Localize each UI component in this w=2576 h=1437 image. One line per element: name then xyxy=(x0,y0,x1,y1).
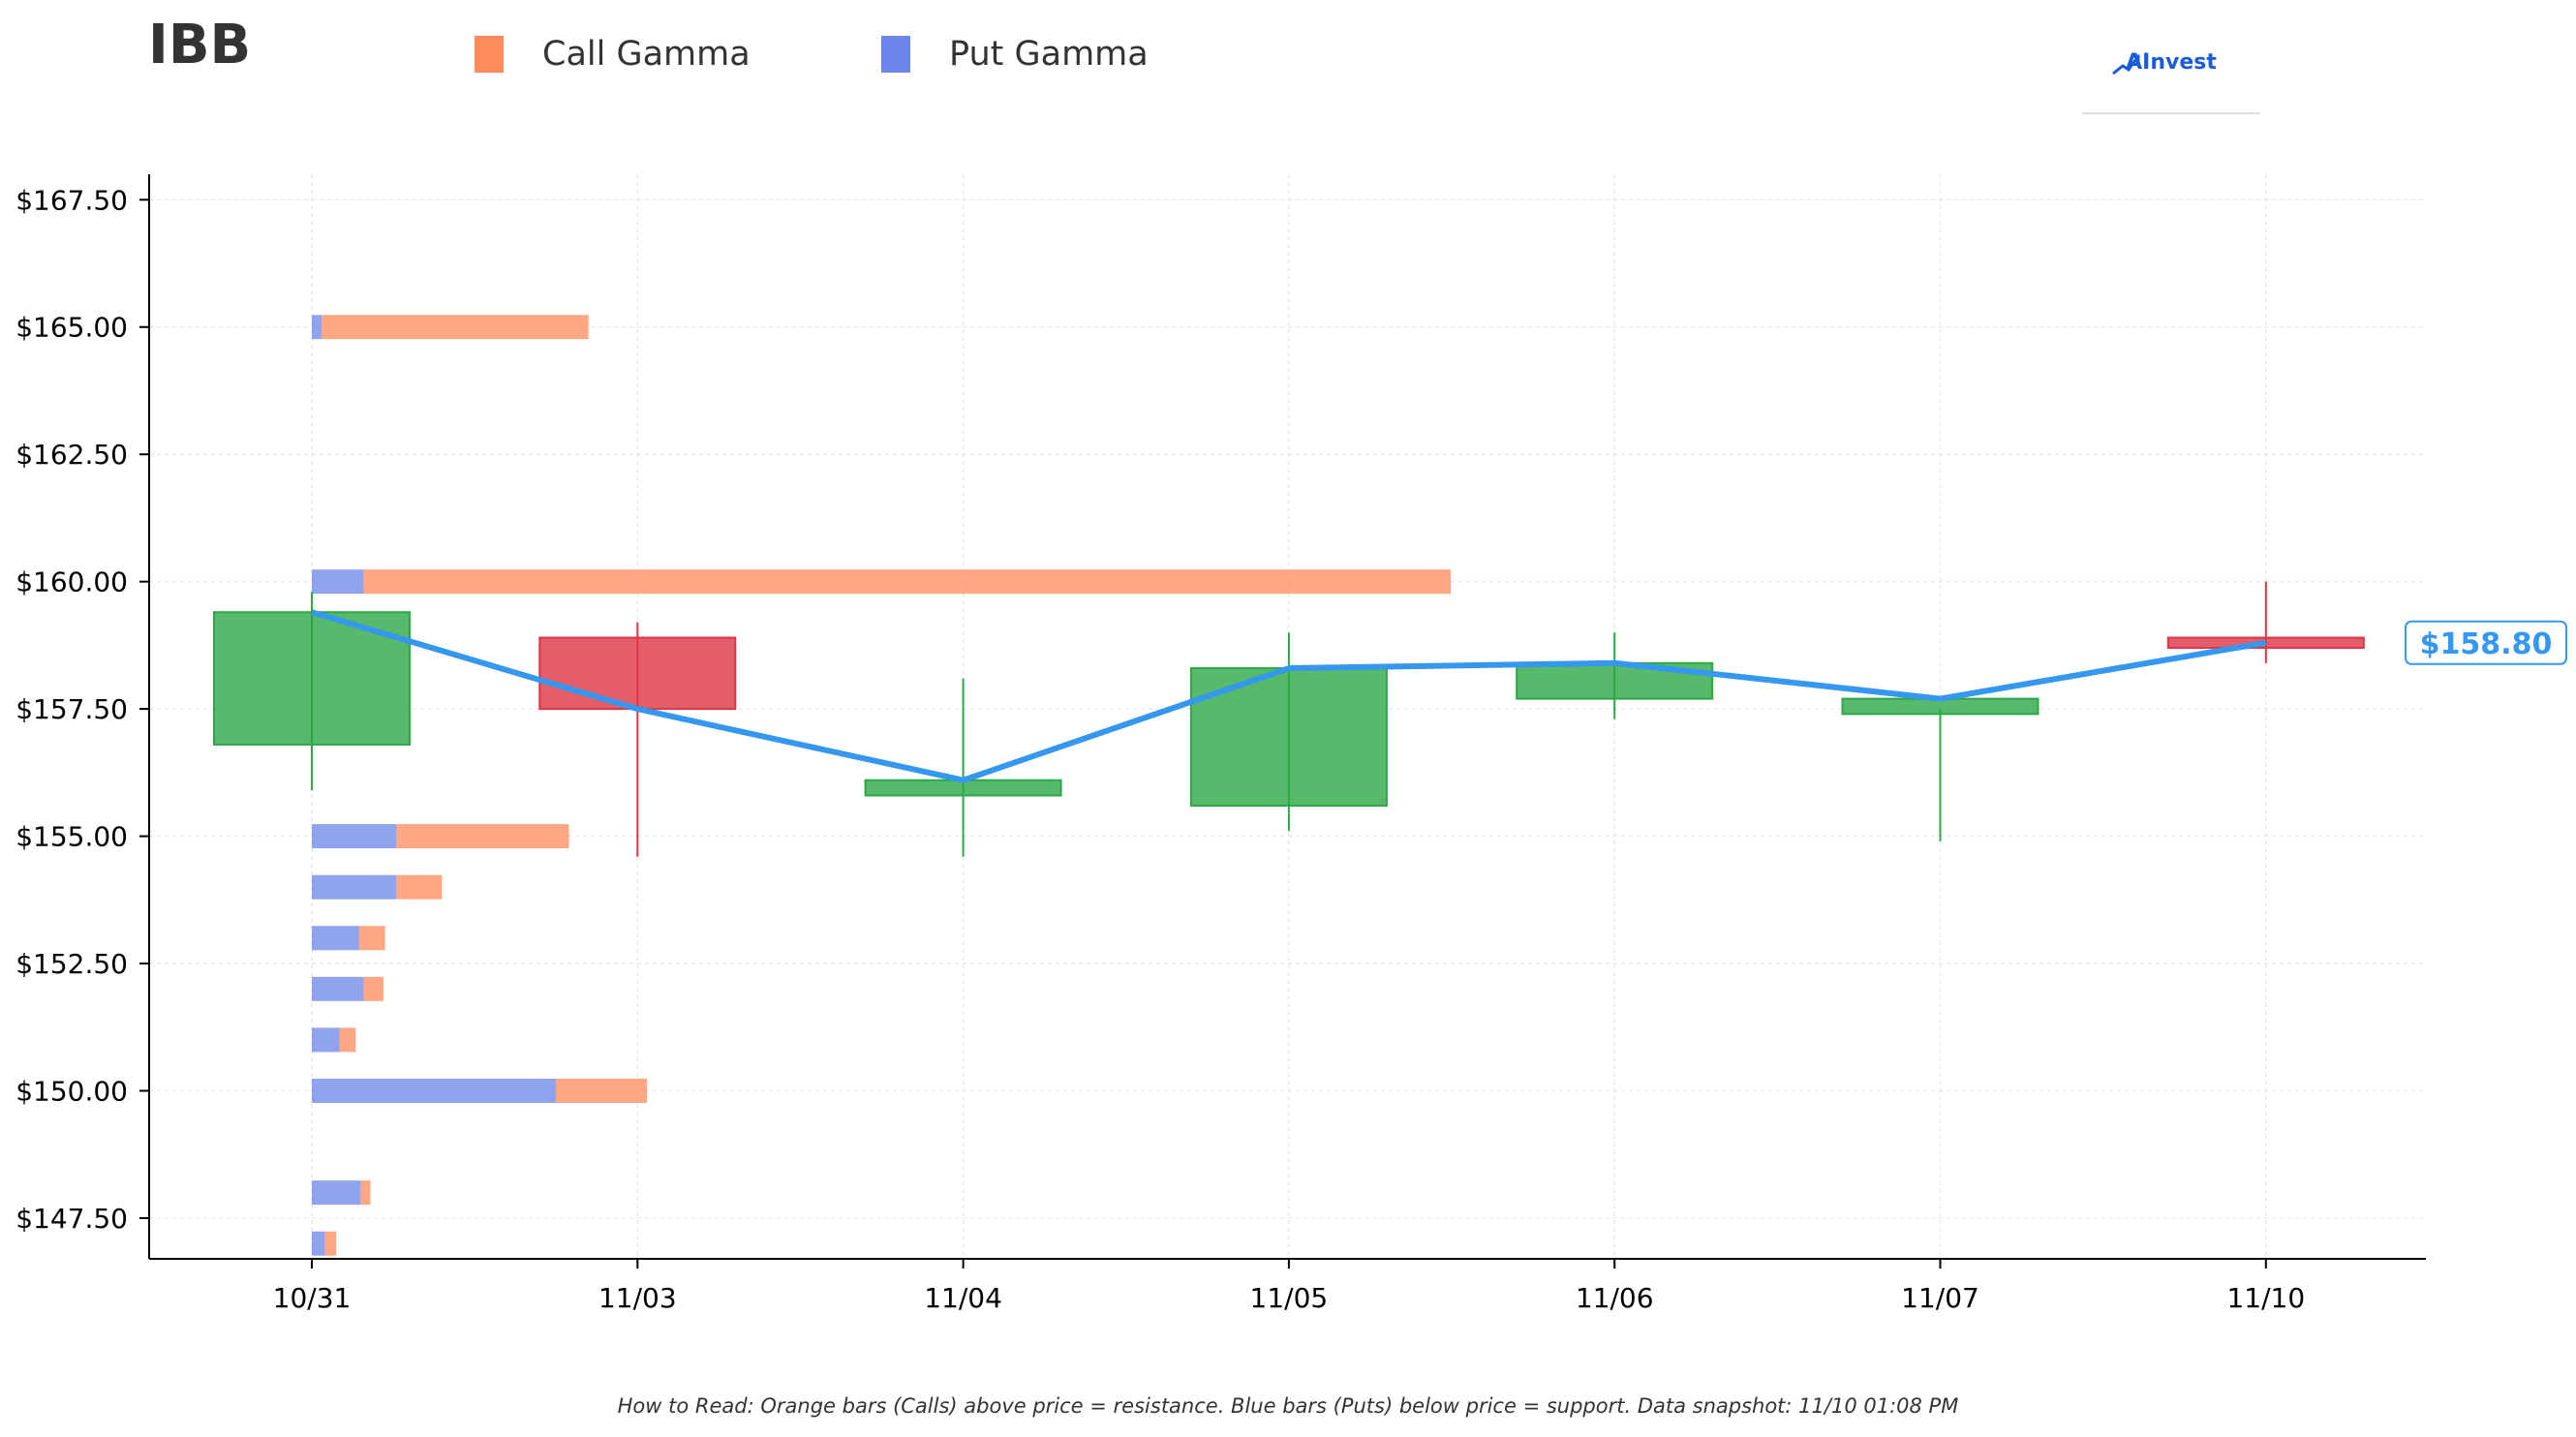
put-gamma-bar xyxy=(312,976,364,1001)
put-gamma-bar xyxy=(312,824,397,849)
call-gamma-label: Call Gamma xyxy=(542,35,751,74)
call-gamma-bar xyxy=(339,1027,356,1053)
x-tick-label: 10/31 xyxy=(273,1282,352,1314)
brand-logo: AInvest xyxy=(2082,46,2260,114)
put-gamma-bar xyxy=(312,315,322,340)
tick-labels: $147.50 $150.00 $152.50 $155.00 $157.50 $160.… xyxy=(15,184,2305,1314)
put-gamma-bar xyxy=(312,926,359,951)
y-tick-label: $162.50 xyxy=(15,439,128,471)
call-gamma-bar xyxy=(396,824,569,849)
y-tick-label: $160.00 xyxy=(15,566,128,598)
put-gamma-label: Put Gamma xyxy=(949,35,1149,74)
y-tick-label: $155.00 xyxy=(15,821,128,853)
candle-body xyxy=(538,636,737,711)
gamma-bars xyxy=(312,315,1451,1256)
footnote: How to Read: Orange bars (Calls) above p… xyxy=(617,1394,1959,1418)
last-price-label: $158.80 xyxy=(2420,627,2553,661)
x-tick-label: 11/03 xyxy=(598,1282,677,1314)
call-gamma-bar xyxy=(363,976,383,1001)
call-gamma-bar xyxy=(358,926,385,951)
put-gamma-swatch xyxy=(881,36,910,73)
call-gamma-bar xyxy=(322,315,589,340)
y-tick-label: $150.00 xyxy=(15,1075,128,1107)
y-tick-label: $167.50 xyxy=(15,184,128,216)
y-tick-label: $165.00 xyxy=(15,312,128,344)
legend-call: Call Gamma xyxy=(475,35,751,74)
ticker-title: IBB xyxy=(148,14,252,76)
put-gamma-bar xyxy=(312,1027,340,1053)
put-gamma-bar xyxy=(312,1078,556,1103)
price-line-group xyxy=(311,609,2267,783)
price-line xyxy=(311,609,2267,783)
put-gamma-bar xyxy=(312,874,397,900)
y-tick-label: $157.50 xyxy=(15,693,128,725)
axes xyxy=(139,174,2426,1269)
x-tick-label: 11/04 xyxy=(924,1282,1002,1314)
call-gamma-bar xyxy=(324,1231,337,1256)
call-gamma-bar xyxy=(360,1180,371,1206)
call-gamma-swatch xyxy=(475,36,504,73)
brand-chart-icon xyxy=(2112,54,2140,76)
put-gamma-bar xyxy=(312,1231,325,1256)
y-tick-label: $152.50 xyxy=(15,948,128,980)
y-tick-label: $147.50 xyxy=(15,1203,128,1235)
x-tick-label: 11/07 xyxy=(1901,1282,1979,1314)
put-gamma-bar xyxy=(312,569,364,595)
call-gamma-bar xyxy=(556,1078,648,1103)
x-tick-label: 11/05 xyxy=(1250,1282,1329,1314)
put-gamma-bar xyxy=(312,1180,361,1206)
last-price-tag: $158.80 xyxy=(2405,620,2567,665)
call-gamma-bar xyxy=(363,569,1451,595)
brand-name: AInvest xyxy=(2126,50,2217,75)
x-tick-label: 11/10 xyxy=(2226,1282,2305,1314)
last-price-box xyxy=(2405,620,2567,665)
call-gamma-bar xyxy=(396,874,443,900)
x-tick-label: 11/06 xyxy=(1576,1282,1654,1314)
candlesticks xyxy=(213,581,2365,857)
legend-put: Put Gamma xyxy=(881,35,1149,74)
